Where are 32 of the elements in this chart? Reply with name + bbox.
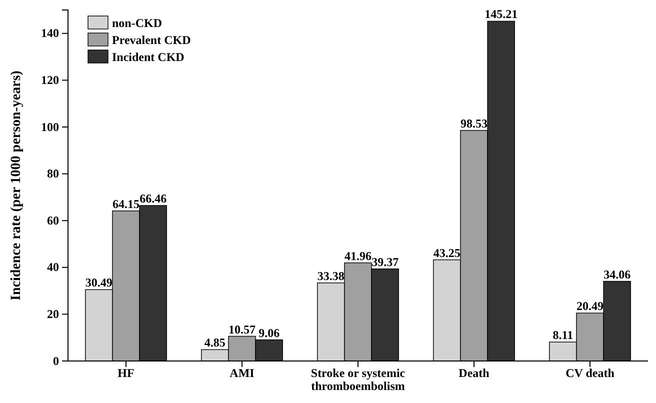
y-tick-label: 60 xyxy=(47,213,59,228)
data-label: 66.46 xyxy=(140,191,167,206)
data-label: 8.11 xyxy=(552,328,574,342)
data-label: 20.49 xyxy=(576,299,604,314)
data-label: 43.25 xyxy=(433,246,460,260)
legend-label: non-CKD xyxy=(112,16,162,30)
y-tick-label: 20 xyxy=(47,307,59,322)
y-tick-label: 100 xyxy=(41,120,59,134)
data-label: 30.49 xyxy=(85,276,112,290)
data-label: 34.06 xyxy=(604,267,631,282)
data-label: 41.96 xyxy=(344,248,372,263)
x-tick-label: AMI xyxy=(230,366,255,380)
y-axis-title: Incidence rate (per 1000 person-years) xyxy=(9,70,24,300)
data-label: 98.53 xyxy=(460,116,488,130)
y-tick-label: 120 xyxy=(41,73,59,88)
y-tick-label: 40 xyxy=(47,260,59,274)
legend-label: Incident CKD xyxy=(112,50,185,64)
data-label: 39.37 xyxy=(372,254,399,269)
data-label: 9.06 xyxy=(258,326,280,340)
y-tick-label: 0 xyxy=(53,354,59,368)
data-label: 145.21 xyxy=(484,7,518,22)
x-tick-label: CV death xyxy=(566,366,615,380)
data-label: 64.15 xyxy=(112,196,140,211)
x-tick-label: Stroke or systemic thromboembolism xyxy=(310,366,406,393)
x-tick-label: HF xyxy=(118,366,134,380)
data-label: 10.57 xyxy=(228,322,256,336)
data-label: 4.85 xyxy=(204,336,226,350)
y-tick-label: 80 xyxy=(47,166,59,181)
x-tick-label: Death xyxy=(458,366,490,380)
y-tick-label: 140 xyxy=(41,26,59,40)
legend-label: Prevalent CKD xyxy=(112,33,192,47)
data-label: 33.38 xyxy=(317,268,344,283)
